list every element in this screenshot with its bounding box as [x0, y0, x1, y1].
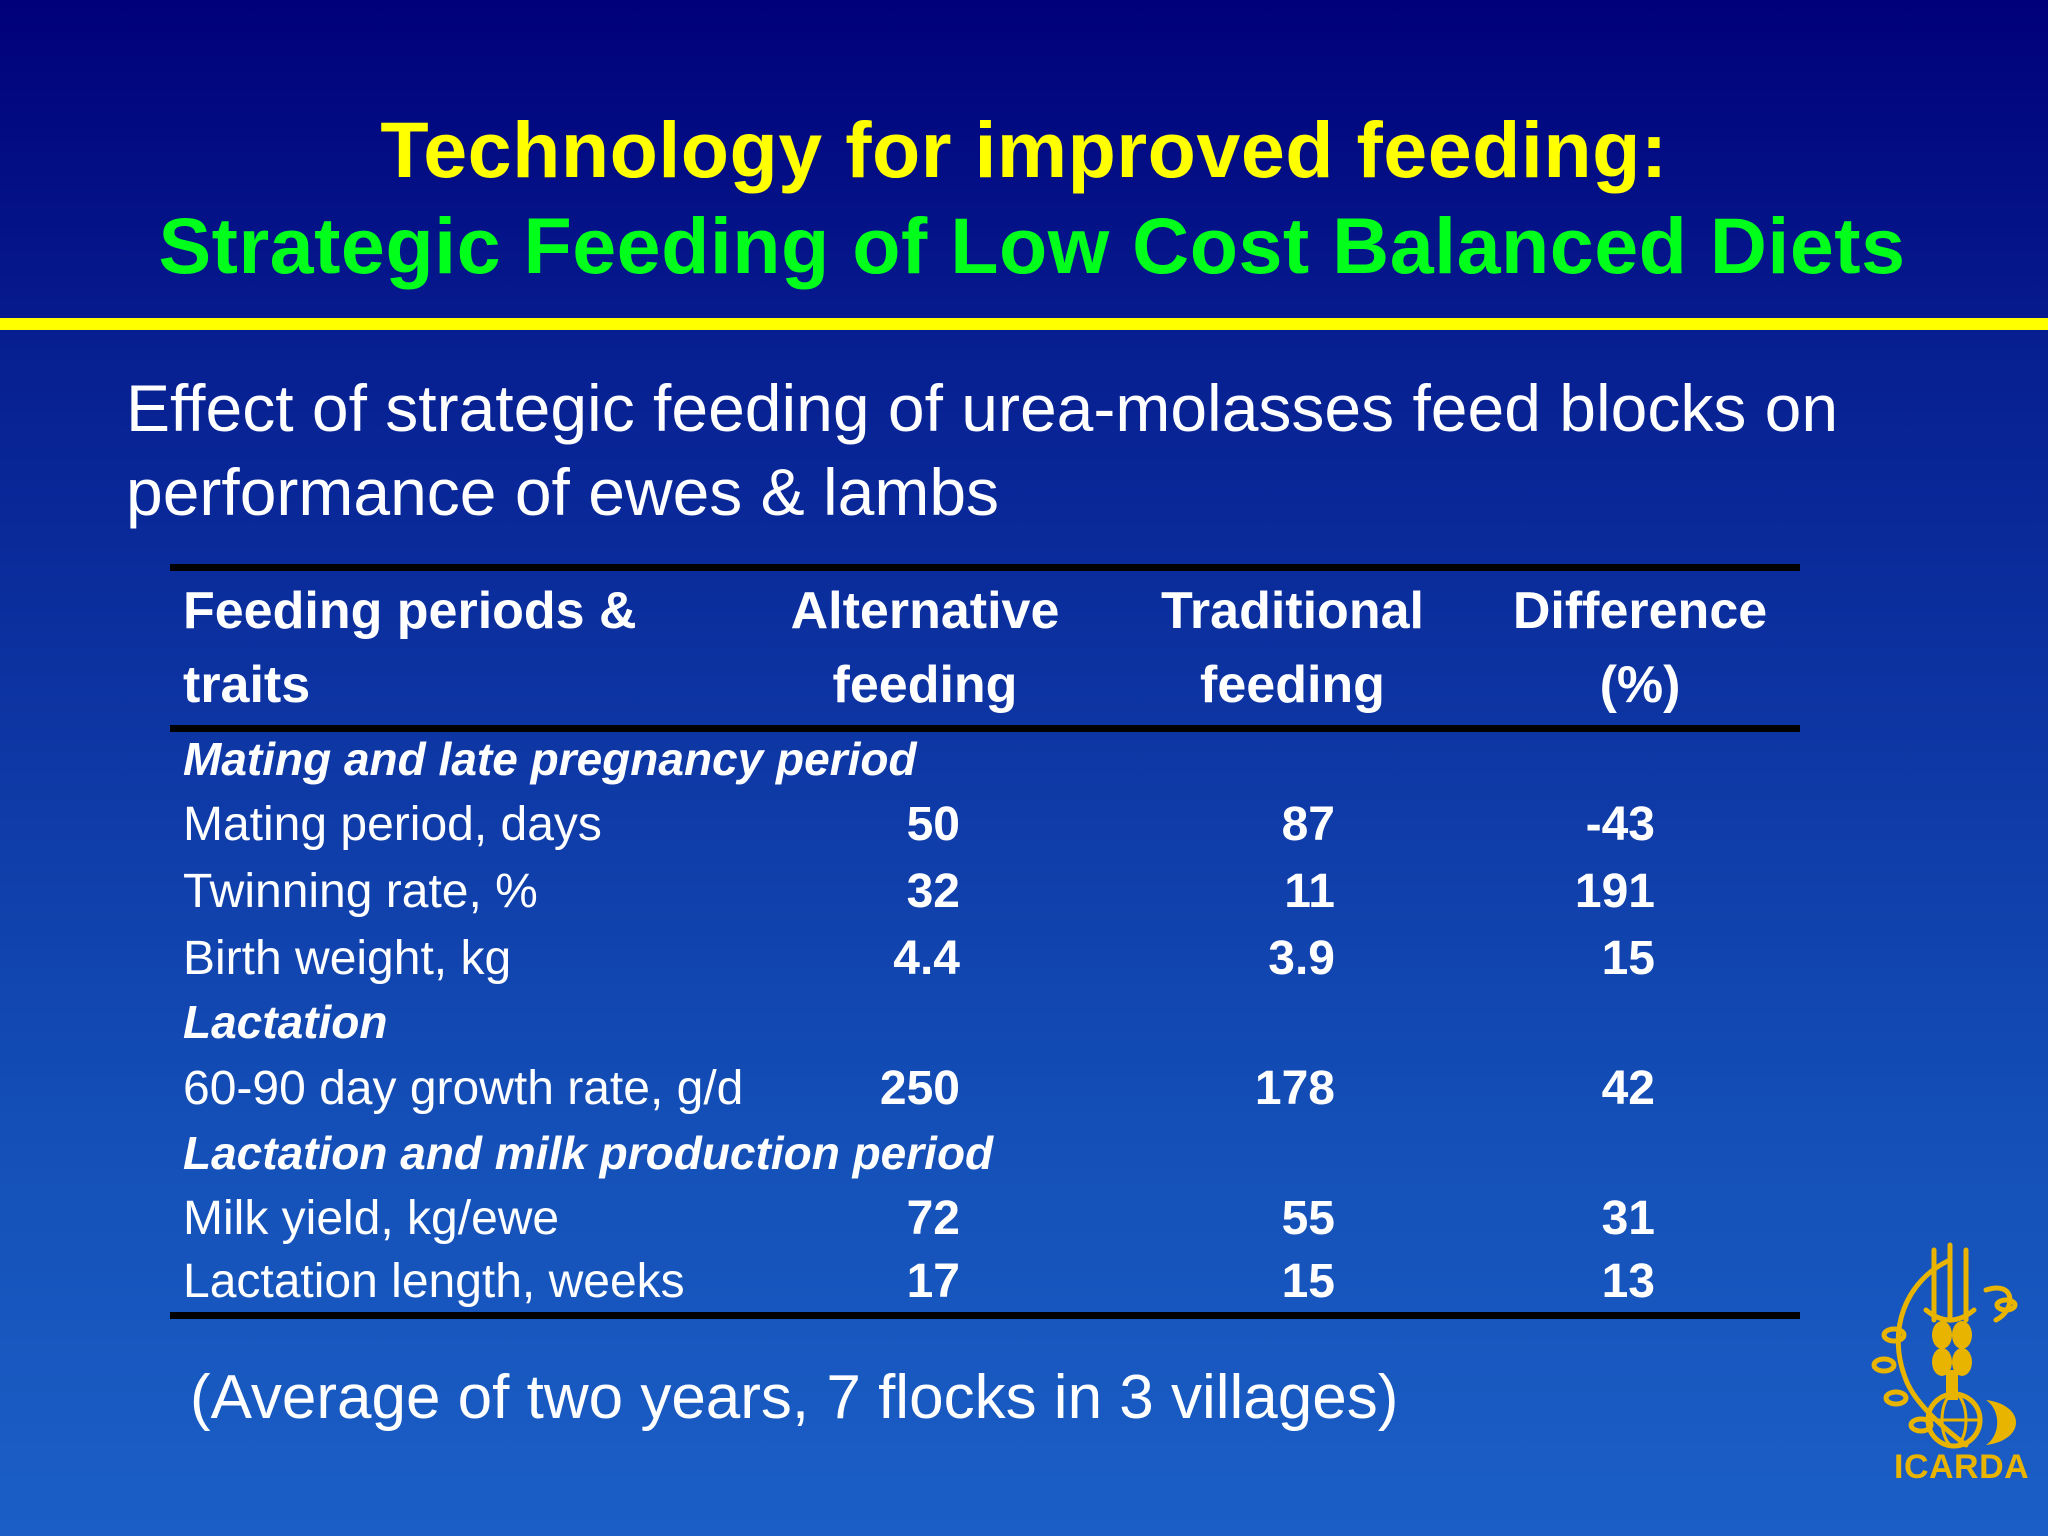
- section-heading: Mating and late pregnancy period: [183, 733, 917, 785]
- section-heading: Lactation: [183, 996, 388, 1048]
- table-cell-traditional: 3.9: [1268, 932, 1335, 985]
- table-cell-difference: 31: [1601, 1192, 1655, 1245]
- table-row-trait: Mating period, days: [183, 798, 602, 851]
- column-header-alternative: Alternative feeding: [790, 582, 1060, 714]
- slide-header: [0, 0, 2048, 318]
- table-cell-alternative: 50: [906, 798, 960, 851]
- table-cell-difference: 42: [1601, 1062, 1655, 1115]
- table-cell-traditional: 178: [1254, 1062, 1335, 1115]
- table-row-trait: 60-90 day growth rate, g/d: [183, 1062, 744, 1115]
- slide-title: Technology for improved feeding:: [380, 105, 1668, 194]
- table-cell-difference: -43: [1585, 798, 1655, 851]
- table-cell-alternative: 72: [906, 1192, 960, 1245]
- description-line-1: Effect of strategic feeding of urea-mola…: [126, 371, 1839, 445]
- description-line-2: performance of ewes & lambs: [126, 455, 1000, 529]
- table-row-trait: Twinning rate, %: [183, 865, 538, 918]
- table-cell-traditional: 11: [1284, 865, 1335, 918]
- table-cell-alternative: 4.4: [893, 932, 960, 985]
- slide-subtitle-heading: Strategic Feeding of Low Cost Balanced D…: [158, 201, 1906, 290]
- table-cell-traditional: 55: [1281, 1192, 1335, 1245]
- header-divider: [0, 318, 2048, 330]
- table-header-rule: [170, 725, 1800, 732]
- table-cell-traditional: 15: [1281, 1255, 1335, 1308]
- table-cell-difference: 15: [1601, 932, 1655, 985]
- table-cell-alternative: 32: [906, 865, 960, 918]
- table-cell-traditional: 87: [1281, 798, 1335, 851]
- table-row-trait: Birth weight, kg: [183, 932, 512, 985]
- column-header-traditional: Traditional feeding: [1161, 582, 1424, 714]
- table-cell-alternative: 17: [906, 1255, 960, 1308]
- table-row-trait: Milk yield, kg/ewe: [183, 1192, 560, 1245]
- icarda-logo-text: ICARDA: [1894, 1448, 2030, 1486]
- section-heading: Lactation and milk production period: [183, 1127, 994, 1179]
- column-header-traits: Feeding periods & traits: [183, 582, 637, 714]
- table-cell-difference: 191: [1574, 865, 1655, 918]
- icarda-logo-icon: [1871, 1242, 2018, 1449]
- slide-description: Effect of strategic feeding of urea-mola…: [126, 366, 1986, 534]
- column-header-difference: Difference (%): [1512, 582, 1768, 714]
- footnote: (Average of two years, 7 flocks in 3 vil…: [190, 1363, 1399, 1432]
- table-cell-difference: 13: [1601, 1255, 1655, 1308]
- table-bottom-rule: [170, 1312, 1800, 1319]
- table-row-trait: Lactation length, weeks: [183, 1255, 685, 1308]
- table-top-rule: [170, 564, 1800, 571]
- table-cell-alternative: 250: [879, 1062, 960, 1115]
